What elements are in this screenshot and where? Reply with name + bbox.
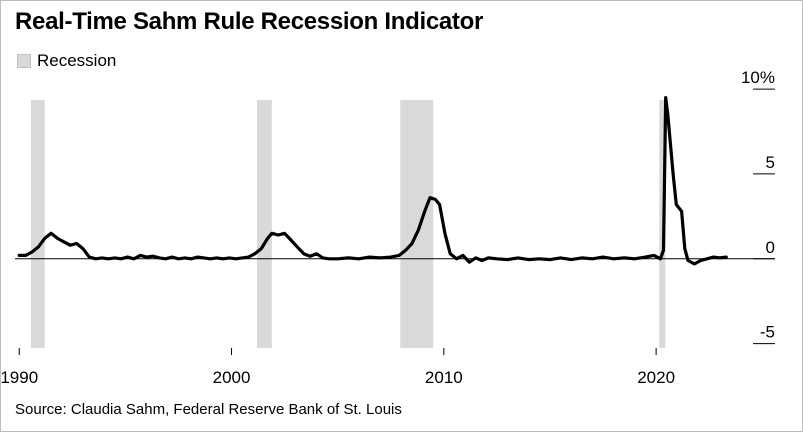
x-tick-label: 1990 [0,368,38,387]
chart-title: Real-Time Sahm Rule Recession Indicator [15,8,484,35]
legend-recession-label: Recession [37,51,117,70]
x-tick-label: 2020 [637,368,675,387]
x-axis: 1990 2000 2010 2020 [0,348,675,387]
recession-band-1 [30,100,45,348]
x-tick-label: 2010 [425,368,463,387]
y-tick-label: 0 [766,238,775,257]
legend-recession-swatch [17,54,31,68]
y-tick-label: 10% [741,68,775,87]
legend: Recession [17,51,116,71]
y-tick-label: 5 [766,153,775,172]
y-axis: 10% 5 0 -5 [741,68,775,345]
series-line-1 [17,96,728,266]
series-layer [17,96,728,266]
recession-band-2 [257,100,272,348]
y-tick-label: -5 [760,323,775,342]
x-tick-label: 2000 [213,368,251,387]
recession-bands [30,100,666,348]
recession-band-3 [400,100,434,348]
source-note: Source: Claudia Sahm, Federal Reserve Ba… [15,401,402,418]
